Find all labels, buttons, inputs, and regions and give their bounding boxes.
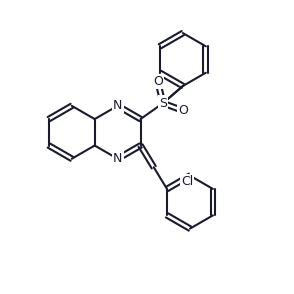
Text: Cl: Cl bbox=[181, 175, 193, 188]
Text: N: N bbox=[113, 99, 122, 112]
Text: O: O bbox=[178, 104, 188, 117]
Text: S: S bbox=[159, 97, 167, 110]
Text: O: O bbox=[153, 75, 163, 88]
Text: N: N bbox=[113, 152, 122, 165]
